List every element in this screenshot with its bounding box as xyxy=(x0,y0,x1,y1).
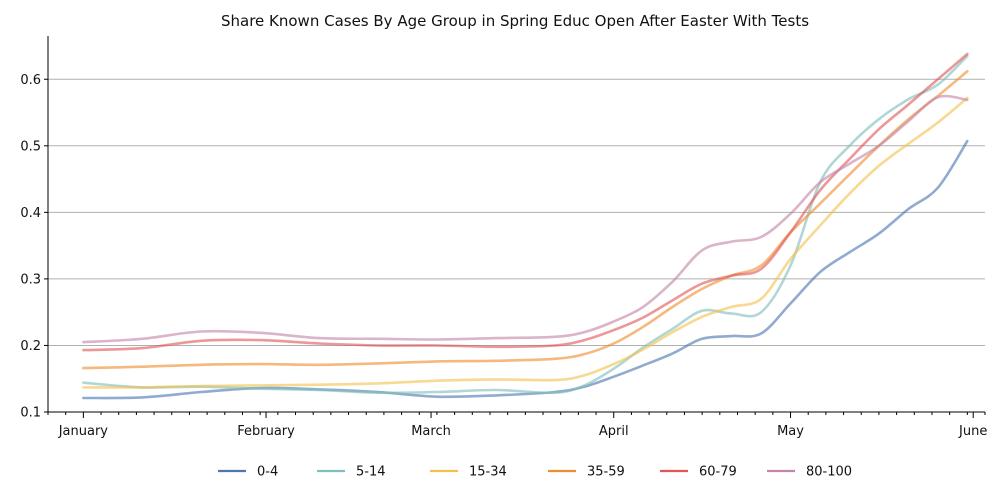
x-tick-label: June xyxy=(958,424,987,439)
x-tick-label: April xyxy=(599,424,629,439)
y-tick-label: 0.3 xyxy=(20,272,41,287)
tick-labels: 0.1 0.2 0.3 0.4 0.5 0.6 January February March Ap… xyxy=(20,73,987,439)
legend: 0-4 5-14 15-34 35-59 60-79 80-100 xyxy=(218,465,852,480)
legend-label: 0-4 xyxy=(257,465,278,480)
x-tick-label: February xyxy=(237,424,295,439)
series-line-60-79 xyxy=(82,52,969,352)
axes xyxy=(44,36,986,418)
y-tick-label: 0.4 xyxy=(20,206,41,221)
x-tick-label: January xyxy=(58,424,109,439)
legend-label: 80-100 xyxy=(806,465,852,480)
series-line-15-34 xyxy=(82,96,969,389)
y-tick-label: 0.5 xyxy=(20,139,41,154)
series-line-80-100 xyxy=(82,94,969,344)
legend-label: 5-14 xyxy=(356,465,386,480)
x-tick-label: March xyxy=(411,424,451,439)
y-tick-label: 0.6 xyxy=(20,73,41,88)
legend-label: 15-34 xyxy=(469,465,507,480)
series-lines xyxy=(82,52,969,400)
y-tick-label: 0.1 xyxy=(20,406,41,421)
chart-title: Share Known Cases By Age Group in Spring… xyxy=(221,12,809,30)
y-tick-label: 0.2 xyxy=(20,339,41,354)
gridlines xyxy=(48,78,985,413)
legend-label: 35-59 xyxy=(587,465,625,480)
x-tick-label: May xyxy=(777,424,804,439)
series-line-35-59 xyxy=(82,70,969,370)
series-line-5-14 xyxy=(82,54,969,395)
legend-label: 60-79 xyxy=(699,465,737,480)
